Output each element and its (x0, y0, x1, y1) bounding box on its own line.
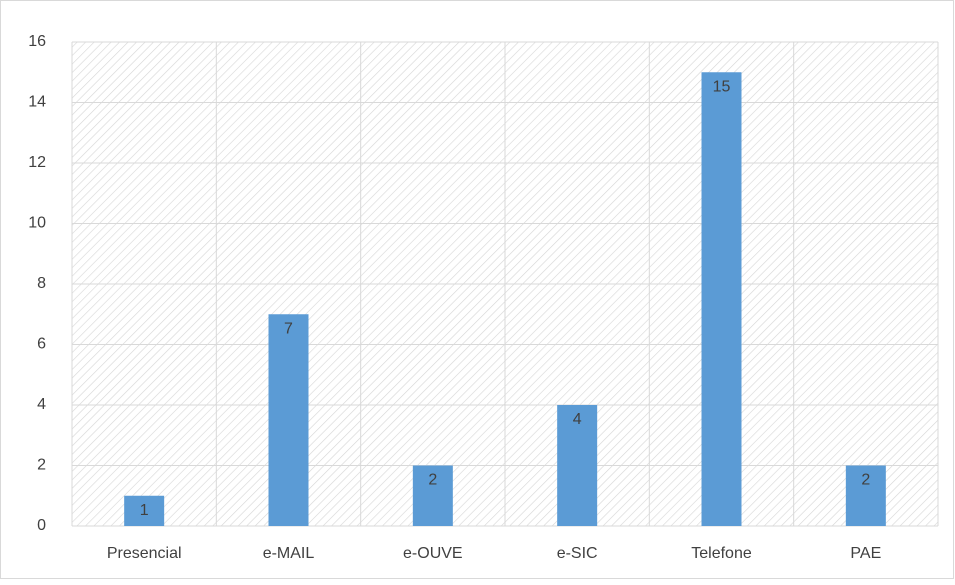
y-tick-label: 12 (28, 154, 46, 171)
y-tick-label: 0 (37, 517, 46, 534)
bar (124, 495, 165, 526)
y-tick-label: 4 (37, 396, 46, 413)
y-tick-label: 10 (28, 215, 46, 232)
x-tick-label: Telefone (691, 545, 752, 562)
data-label: 4 (573, 411, 582, 428)
x-tick-label: e-SIC (557, 545, 598, 562)
y-tick-label: 16 (28, 33, 46, 50)
data-label: 15 (713, 78, 731, 95)
bar (557, 405, 598, 526)
bar (268, 314, 309, 526)
y-tick-label: 14 (28, 94, 46, 111)
x-tick-label: Presencial (107, 545, 182, 562)
y-tick-label: 8 (37, 275, 46, 292)
data-label: 2 (428, 472, 437, 489)
bar (845, 465, 886, 526)
x-tick-label: PAE (850, 545, 881, 562)
x-tick-label: e-MAIL (263, 545, 315, 562)
bar (701, 72, 742, 526)
y-tick-label: 2 (37, 457, 46, 474)
y-tick-label: 6 (37, 336, 46, 353)
bar (412, 465, 453, 526)
data-label: 7 (284, 320, 293, 337)
data-label: 2 (861, 472, 870, 489)
x-tick-label: e-OUVE (403, 545, 463, 562)
data-label: 1 (140, 502, 149, 519)
